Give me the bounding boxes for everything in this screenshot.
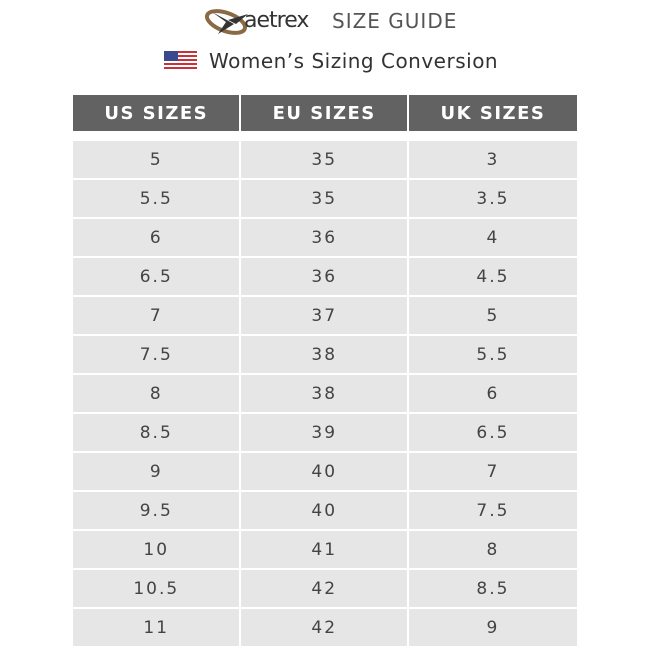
us-size-cell: 5: [73, 139, 240, 178]
eu-size-cell: 36: [241, 217, 407, 256]
table-row: 6 36 4: [73, 217, 577, 256]
us-size-cell: 6.5: [73, 256, 240, 295]
uk-size-cell: 5.5: [408, 334, 577, 373]
uk-size-cell: 4.5: [408, 256, 577, 295]
us-size-cell: 6: [73, 217, 240, 256]
eu-size-cell: 40: [241, 451, 407, 490]
us-size-cell: 10: [73, 529, 240, 568]
eu-size-cell: 39: [241, 412, 407, 451]
us-size-cell: 5.5: [73, 178, 240, 217]
us-size-cell: 9.5: [73, 490, 240, 529]
uk-size-cell: 7.5: [408, 490, 577, 529]
table-row: 9 40 7: [73, 451, 577, 490]
table-row: 8.5 39 6.5: [73, 412, 577, 451]
us-size-cell: 8.5: [73, 412, 240, 451]
uk-size-cell: 6: [408, 373, 577, 412]
eu-size-cell: 42: [241, 607, 407, 646]
table-row: 10 41 8: [73, 529, 577, 568]
table-row: 5 35 3: [73, 139, 577, 178]
table-row: 11 42 9: [73, 607, 577, 646]
size-conversion-table: US SIZES EU SIZES UK SIZES 5 35 3 5.5 35 3.5 6…: [71, 95, 579, 646]
us-size-cell: 10.5: [73, 568, 240, 607]
eu-size-cell: 35: [241, 178, 407, 217]
eu-size-cell: 38: [241, 334, 407, 373]
table-row: 10.5 42 8.5: [73, 568, 577, 607]
us-size-cell: 11: [73, 607, 240, 646]
aetrex-logo-icon: [204, 9, 248, 35]
brand-name: aetrex: [244, 8, 309, 33]
eu-size-cell: 38: [241, 373, 407, 412]
uk-size-cell: 8: [408, 529, 577, 568]
uk-size-cell: 6.5: [408, 412, 577, 451]
table-row: 9.5 40 7.5: [73, 490, 577, 529]
us-flag-icon: [164, 51, 197, 71]
us-size-cell: 8: [73, 373, 240, 412]
table-row: 7 37 5: [73, 295, 577, 334]
uk-size-cell: 5: [408, 295, 577, 334]
us-size-cell: 9: [73, 451, 240, 490]
page-title: SIZE GUIDE: [332, 9, 458, 33]
eu-size-cell: 35: [241, 139, 407, 178]
page-subtitle: Women’s Sizing Conversion: [209, 49, 499, 73]
us-size-cell: 7: [73, 295, 240, 334]
table-row: 5.5 35 3.5: [73, 178, 577, 217]
column-header-us: US SIZES: [73, 95, 240, 131]
eu-size-cell: 37: [241, 295, 407, 334]
uk-size-cell: 9: [408, 607, 577, 646]
uk-size-cell: 3.5: [408, 178, 577, 217]
table-row: 7.5 38 5.5: [73, 334, 577, 373]
eu-size-cell: 36: [241, 256, 407, 295]
table-row: 6.5 36 4.5: [73, 256, 577, 295]
column-header-uk: UK SIZES: [408, 95, 577, 131]
eu-size-cell: 41: [241, 529, 407, 568]
eu-size-cell: 40: [241, 490, 407, 529]
us-size-cell: 7.5: [73, 334, 240, 373]
eu-size-cell: 42: [241, 568, 407, 607]
table-row: 8 38 6: [73, 373, 577, 412]
uk-size-cell: 7: [408, 451, 577, 490]
uk-size-cell: 4: [408, 217, 577, 256]
column-header-eu: EU SIZES: [241, 95, 407, 131]
uk-size-cell: 3: [408, 139, 577, 178]
uk-size-cell: 8.5: [408, 568, 577, 607]
